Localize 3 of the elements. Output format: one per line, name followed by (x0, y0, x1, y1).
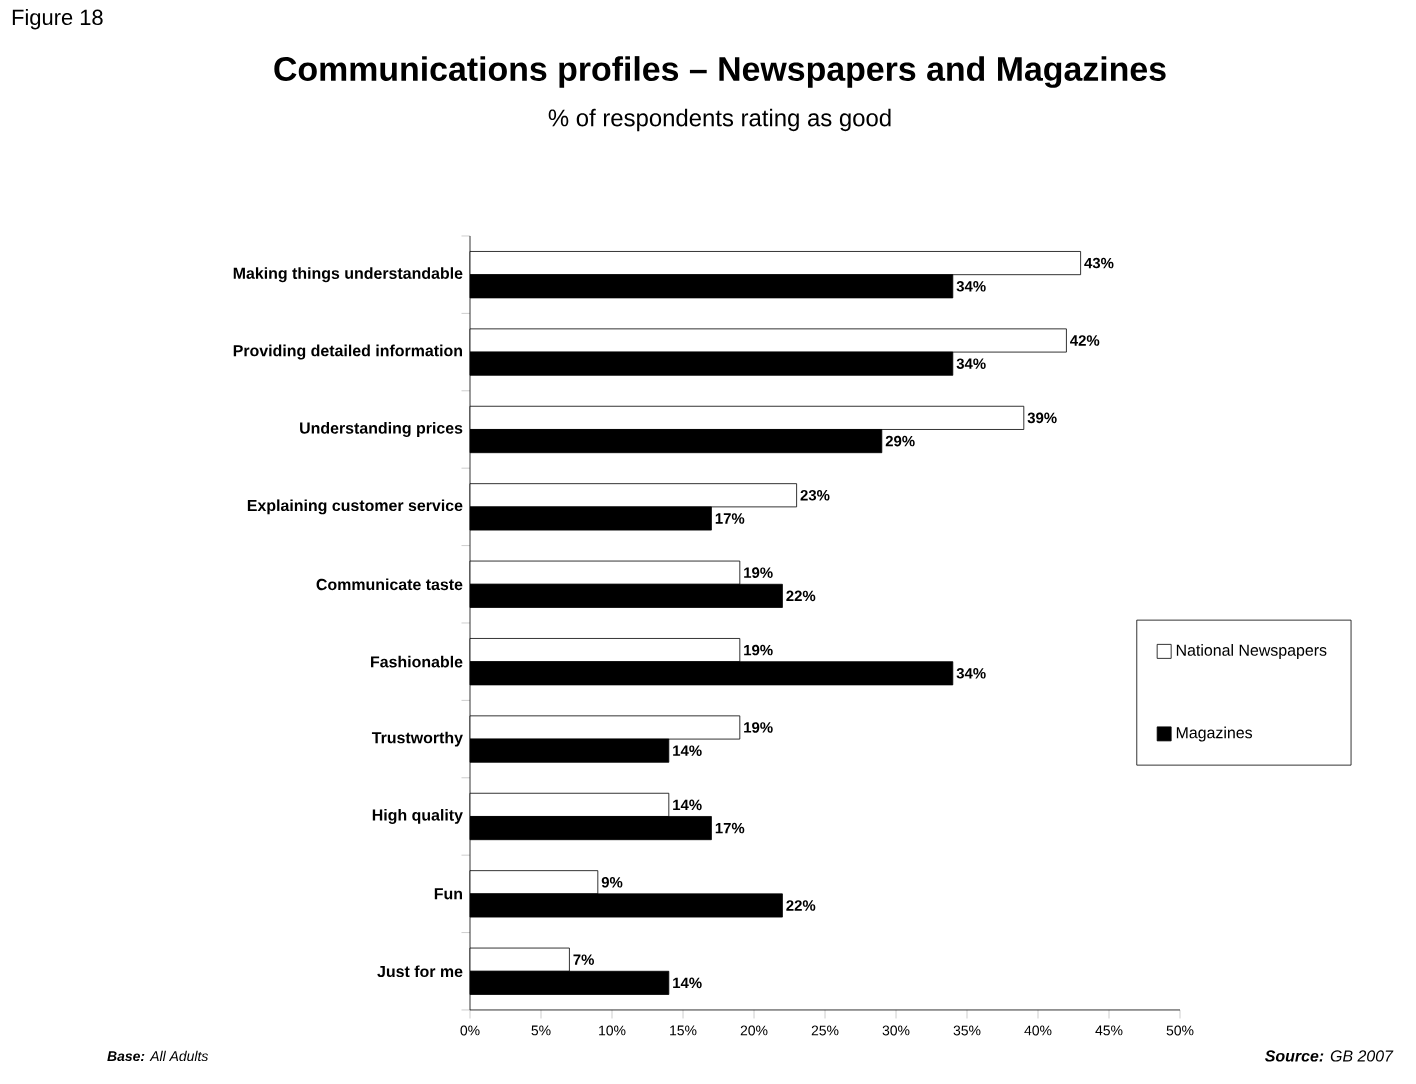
chart-subtitle: % of respondents rating as good (548, 108, 891, 132)
caption: Figure 18 (12, 9, 103, 30)
chart-title: Communications profiles – Newspapers and Magazines (274, 56, 1166, 88)
